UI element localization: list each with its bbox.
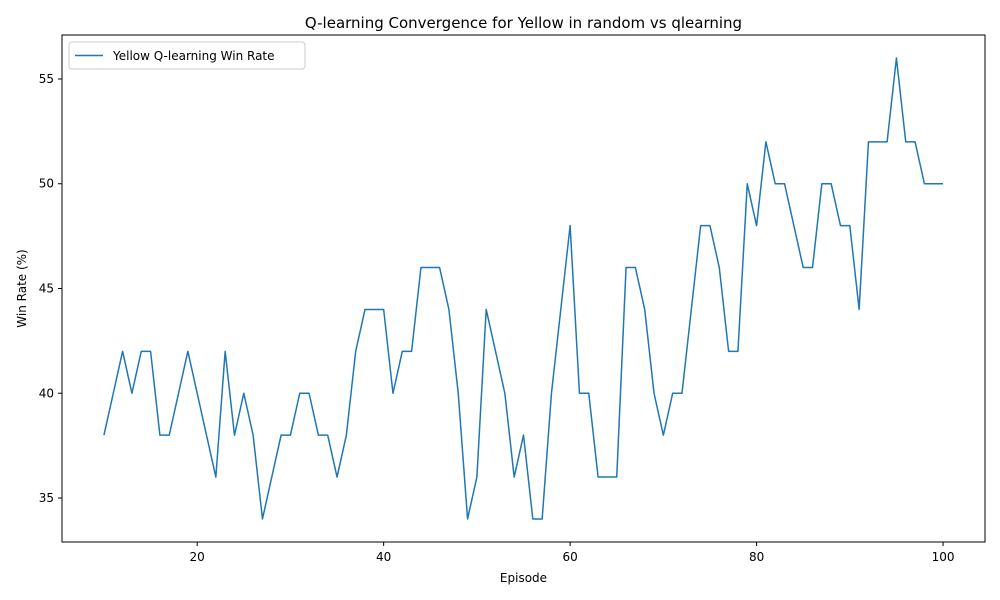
x-tick-label: 40 xyxy=(376,550,391,564)
x-tick-label: 80 xyxy=(749,550,764,564)
y-axis: 35 40 45 50 55 xyxy=(39,72,62,505)
y-tick-label: 45 xyxy=(39,282,54,296)
x-tick-label: 100 xyxy=(932,550,955,564)
legend-label: Yellow Q-learning Win Rate xyxy=(112,49,275,63)
series-line xyxy=(103,57,944,520)
chart-title: Q-learning Convergence for Yellow in ran… xyxy=(305,14,742,32)
x-axis: 20 40 60 80 100 xyxy=(190,542,955,564)
y-axis-label: Win Rate (%) xyxy=(15,249,29,327)
y-tick-label: 50 xyxy=(39,177,54,191)
y-tick-label: 55 xyxy=(39,72,54,86)
y-tick-label: 35 xyxy=(39,491,54,505)
legend-box xyxy=(68,41,306,70)
x-tick-label: 20 xyxy=(190,550,205,564)
x-axis-label: Episode xyxy=(500,571,547,585)
legend: Yellow Q-learning Win Rate xyxy=(68,41,306,70)
y-tick-label: 40 xyxy=(39,386,54,400)
x-tick-label: 60 xyxy=(562,550,577,564)
series-layer xyxy=(103,57,944,520)
